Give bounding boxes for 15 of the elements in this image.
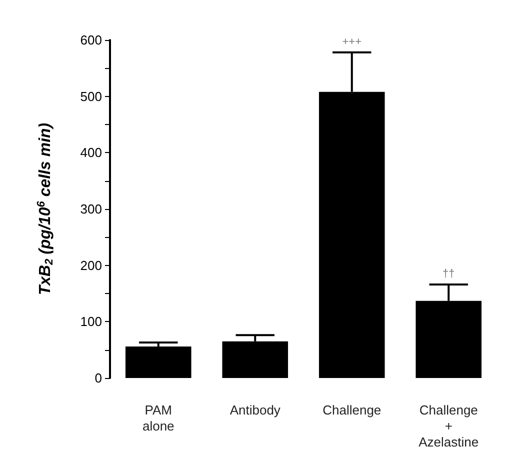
annotation: +++ [342,36,362,48]
y-tick-label: 200 [80,258,102,273]
x-tick-label: Antibody [230,402,281,418]
y-tick-label: 400 [80,145,102,160]
y-tick-label: 100 [80,314,102,330]
bar [125,346,192,378]
x-tick-label: PAM alone [142,402,174,434]
y-tick-label: 600 [80,32,102,48]
y-tick-label: 500 [80,88,102,104]
y-tick-label: 0 [94,370,102,386]
y-axis-title: TxB2 (pg/106 cells min) [36,122,56,296]
y-tick-label: 300 [80,202,102,216]
x-tick-label: Challenge + Azelastine [418,402,479,450]
annotation: †† [442,268,455,280]
x-tick-label: Challenge [322,402,382,418]
